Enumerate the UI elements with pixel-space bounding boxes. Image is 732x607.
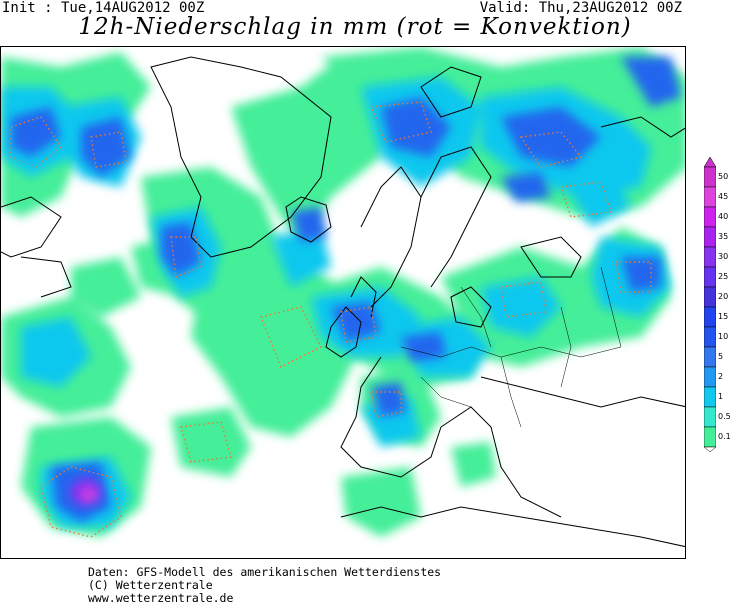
footer-url: www.wetterzentrale.de	[88, 591, 234, 605]
colorbar-cell	[704, 206, 716, 228]
colorbar-level-label: 10	[718, 332, 729, 341]
colorbar-level-label: 5	[718, 352, 724, 361]
colorbar-level-label: 2	[718, 372, 724, 381]
colorbar-level-label: 1	[718, 392, 724, 401]
precipitation-map	[0, 46, 686, 559]
colorbar-cell	[704, 426, 716, 448]
footer-source: Daten: GFS-Modell des amerikanischen Wet…	[88, 565, 442, 579]
colorbar-level-label: 20	[718, 292, 729, 301]
colorbar-bottom-arrow	[704, 446, 716, 452]
colorbar-cell	[704, 306, 716, 328]
map-title: 12h-Niederschlag in mm (rot = Konvektion…	[78, 14, 632, 40]
colorbar-level-label: 35	[718, 232, 729, 241]
colorbar-level-label: 0.5	[718, 412, 731, 421]
colorbar-cell	[704, 406, 716, 428]
colorbar-level-label: 40	[718, 212, 729, 221]
colorbar-level-label: 0.1	[718, 432, 731, 441]
colorbar-level-label: 50	[718, 172, 729, 181]
country-borders	[400, 266, 622, 428]
precip-peak-area	[70, 478, 102, 506]
init-label: Init : Tue,14AUG2012 00Z	[2, 0, 205, 16]
convection-contours	[10, 101, 652, 538]
colorbar-cell	[704, 326, 716, 348]
footer: Daten: GFS-Modell des amerikanischen Wet…	[88, 566, 441, 605]
colorbar-cell	[704, 366, 716, 388]
colorbar-cell	[704, 186, 716, 208]
coastlines	[1, 56, 685, 548]
colorbar-cell	[704, 386, 716, 408]
colorbar-level-label: 15	[718, 312, 729, 321]
precipitation-colorbar	[704, 157, 716, 452]
colorbar-cell	[704, 346, 716, 368]
colorbar-cell	[704, 226, 716, 248]
colorbar-cell	[704, 246, 716, 268]
colorbar-level-label: 30	[718, 252, 729, 261]
colorbar-cell	[704, 266, 716, 288]
colorbar-level-label: 45	[718, 192, 729, 201]
colorbar-cell	[704, 166, 716, 188]
colorbar-cell	[704, 286, 716, 308]
footer-copyright: (C) Wetterzentrale	[88, 578, 213, 592]
colorbar-level-label: 25	[718, 272, 729, 281]
colorbar-top-arrow	[704, 157, 716, 168]
map-canvas	[1, 47, 685, 548]
valid-label: Valid: Thu,23AUG2012 00Z	[479, 0, 682, 16]
precip-heavy-areas	[11, 57, 681, 522]
